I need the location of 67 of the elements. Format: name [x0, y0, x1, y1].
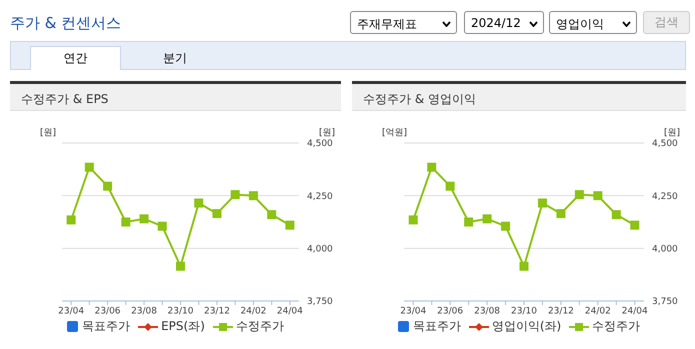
x-tick-label: 24/04 [622, 306, 648, 316]
y2-axis-title: [원] [664, 127, 680, 139]
point [556, 209, 566, 218]
x-tick-label: 24/02 [584, 306, 611, 316]
point [285, 220, 294, 230]
x-tick-label: 23/08 [474, 306, 500, 316]
legend-label: 수정주가 [234, 318, 284, 335]
text: 분기 [162, 50, 188, 67]
x-tick-label: 23/10 [168, 306, 194, 316]
point [140, 214, 149, 224]
point [194, 198, 204, 208]
x-tick-label: 24/04 [276, 306, 304, 316]
point [464, 218, 474, 226]
x-tick-label: 23/04 [400, 306, 426, 316]
text: 2024/12 [471, 16, 521, 30]
point [84, 162, 94, 172]
point [230, 190, 240, 200]
y-axis-title: [원] [40, 127, 56, 139]
chart-title: 수정주가 & 영업이익 [363, 91, 476, 108]
legend-label: 수정주가 [591, 318, 640, 335]
y-axis-title: [억원] [382, 127, 408, 139]
x-tick-label: 23/08 [131, 306, 158, 316]
x-tick-label: 23/10 [511, 306, 538, 316]
x-tick-label: 24/02 [240, 306, 266, 316]
text: 검색 [643, 11, 690, 34]
y2-tick-label: 4,250 [652, 192, 678, 202]
x-tick-label: 23/06 [437, 306, 464, 316]
point [267, 210, 276, 220]
point [248, 191, 258, 200]
chart-title: 수정주가 & EPS [21, 91, 108, 108]
y2-tick-label: 3,750 [652, 297, 678, 308]
point [121, 218, 130, 226]
y2-tick-label: 4,000 [307, 244, 334, 255]
point [501, 222, 510, 231]
point [446, 182, 455, 191]
y2-tick-label: 3,750 [307, 297, 334, 308]
point [66, 215, 76, 224]
x-tick-label: 23/12 [548, 306, 574, 316]
x-tick-label: 23/12 [204, 306, 230, 316]
y2-tick-label: 4,000 [652, 244, 678, 255]
legend-label: EPS(좌) [160, 318, 205, 335]
y2-axis-title: [원] [319, 127, 336, 139]
point [158, 222, 167, 231]
y2-tick-label: 4,500 [307, 139, 334, 150]
y2-tick-label: 4,250 [307, 192, 334, 202]
point [408, 215, 418, 224]
point [103, 182, 112, 191]
point [538, 198, 547, 208]
x-tick-label: 23/06 [94, 306, 121, 316]
text: 연간 [30, 46, 121, 70]
point [482, 214, 492, 224]
legend-label: 영업이익(좌) [490, 318, 562, 335]
legend-label: 목표주가 [81, 318, 130, 335]
point [574, 190, 584, 200]
legend-label: 목표주가 [412, 318, 461, 335]
text: 주재무제표 [357, 16, 417, 33]
point [630, 220, 640, 230]
point [176, 262, 185, 271]
y2-tick-label: 4,500 [652, 139, 678, 150]
point [212, 209, 222, 218]
point [593, 191, 602, 200]
point [612, 210, 621, 220]
text: 주가 & 컨센서스 [10, 14, 122, 33]
point [520, 262, 528, 271]
x-tick-label: 23/04 [58, 306, 84, 316]
point [427, 162, 436, 172]
text: 영업이익 [556, 16, 604, 33]
